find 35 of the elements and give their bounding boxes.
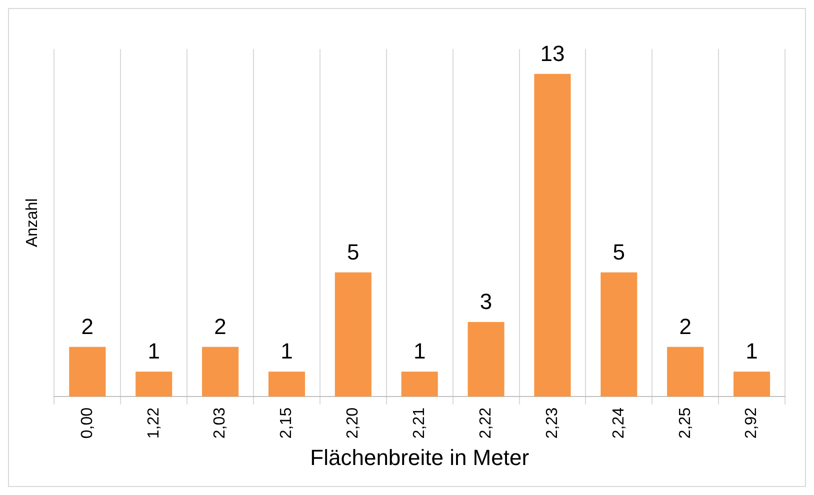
data-label: 1 <box>148 338 160 364</box>
data-label: 1 <box>280 338 293 364</box>
data-label: 13 <box>540 40 565 66</box>
bar <box>534 74 571 396</box>
bar <box>600 272 638 396</box>
bar <box>202 346 239 396</box>
bar <box>667 346 704 396</box>
x-tick-label: 2,03 <box>212 407 229 439</box>
bar <box>69 346 106 396</box>
x-tick-label: 2,92 <box>743 407 760 439</box>
x-tick-label: 2,20 <box>344 407 362 439</box>
x-tick-label: 2,21 <box>411 407 428 439</box>
bar <box>468 322 504 396</box>
x-axis-title: Flächenbreite in Meter <box>310 444 530 470</box>
x-tick-label: 0,00 <box>78 407 96 439</box>
y-axis-title: Anzahl <box>24 198 42 248</box>
x-tick-label: 1,22 <box>145 407 162 439</box>
bar <box>401 372 438 396</box>
x-tick-label: 2,23 <box>544 407 561 439</box>
data-label: 1 <box>413 338 426 364</box>
x-tick-label: 2,15 <box>278 407 296 439</box>
data-label: 5 <box>347 239 360 264</box>
data-label: 1 <box>746 338 758 364</box>
bar <box>734 372 770 396</box>
data-label: 2 <box>214 314 226 339</box>
data-label: 2 <box>679 314 692 339</box>
bar <box>334 272 372 396</box>
data-label: 5 <box>612 239 626 264</box>
x-tick-label: 2,25 <box>676 407 694 439</box>
bar <box>136 372 172 396</box>
data-label: 3 <box>480 289 492 314</box>
x-tick-label: 2,24 <box>610 407 628 439</box>
bar <box>268 372 305 396</box>
x-tick-label: 2,22 <box>477 407 494 439</box>
data-label: 2 <box>81 314 94 339</box>
